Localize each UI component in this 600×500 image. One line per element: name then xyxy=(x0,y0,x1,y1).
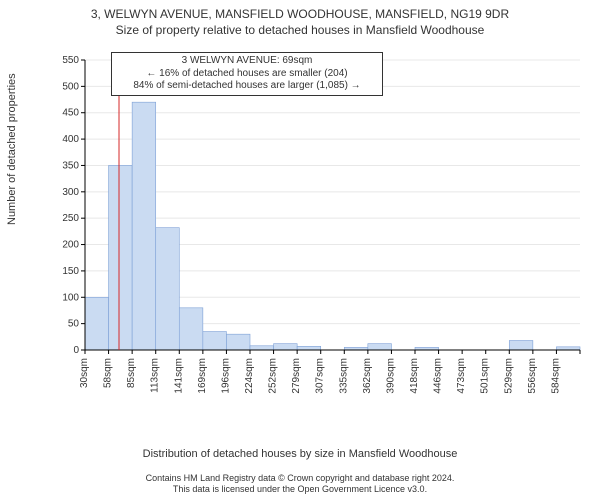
x-tick-label: 196sqm xyxy=(220,358,231,394)
annotation-box: 3 WELWYN AVENUE: 69sqm ← 16% of detached… xyxy=(111,52,383,96)
page-subtitle: Size of property relative to detached ho… xyxy=(0,22,600,38)
x-tick-label: 556sqm xyxy=(527,358,538,394)
x-tick-label: 501sqm xyxy=(480,358,491,394)
histogram-bar xyxy=(368,344,392,350)
page-title: 3, WELWYN AVENUE, MANSFIELD WOODHOUSE, M… xyxy=(0,0,600,22)
y-tick-label: 50 xyxy=(68,319,80,330)
x-tick-label: 446sqm xyxy=(433,358,444,394)
y-tick-label: 250 xyxy=(62,213,79,224)
histogram-bar xyxy=(509,341,533,350)
x-tick-label: 584sqm xyxy=(550,358,561,394)
y-tick-label: 0 xyxy=(73,345,79,356)
x-tick-label: 335sqm xyxy=(338,358,349,394)
histogram-bar xyxy=(179,308,203,350)
histogram-bar xyxy=(203,332,227,350)
chart-container: 3, WELWYN AVENUE, MANSFIELD WOODHOUSE, M… xyxy=(0,0,600,500)
y-tick-label: 350 xyxy=(62,160,79,171)
histogram-bar xyxy=(132,102,156,350)
x-tick-label: 252sqm xyxy=(268,358,279,394)
y-tick-label: 150 xyxy=(62,266,79,277)
x-tick-label: 85sqm xyxy=(126,358,137,388)
plot-wrap: 0 50 100 150 200 250 300 350 400 450 500 550 30sqm 58… xyxy=(55,50,585,400)
x-tick-label: 141sqm xyxy=(173,358,184,394)
y-tick-label: 200 xyxy=(62,240,79,251)
y-tick-label: 450 xyxy=(62,108,79,119)
y-tick-label: 550 xyxy=(62,55,79,66)
histogram-bar xyxy=(297,346,321,350)
x-tick-label: 58sqm xyxy=(103,358,114,388)
x-tick-label: 418sqm xyxy=(409,358,420,394)
x-tick-label: 390sqm xyxy=(385,358,396,394)
histogram-bar xyxy=(156,228,180,350)
x-tick-label: 169sqm xyxy=(197,358,208,394)
annotation-line-3: 84% of semi-detached houses are larger (… xyxy=(118,80,376,93)
y-tick-label: 500 xyxy=(62,81,79,92)
histogram-plot: 0 50 100 150 200 250 300 350 400 450 500 550 30sqm 58… xyxy=(55,50,585,400)
y-tick-label: 300 xyxy=(62,187,79,198)
y-tick-label: 400 xyxy=(62,134,79,145)
x-axis-label: Distribution of detached houses by size … xyxy=(0,448,600,460)
x-tick-label: 30sqm xyxy=(79,358,90,388)
histogram-bar xyxy=(274,344,298,350)
footer-line-2: This data is licensed under the Open Gov… xyxy=(0,484,600,496)
x-tick-label: 279sqm xyxy=(291,358,302,394)
footer: Contains HM Land Registry data © Crown c… xyxy=(0,473,600,496)
histogram-bar xyxy=(85,297,109,350)
x-tick-label: 473sqm xyxy=(456,358,467,394)
annotation-line-1: 3 WELWYN AVENUE: 69sqm xyxy=(118,55,376,68)
histogram-bar xyxy=(226,334,250,350)
histogram-bar xyxy=(250,346,274,350)
footer-line-1: Contains HM Land Registry data © Crown c… xyxy=(0,473,600,485)
x-tick-label: 307sqm xyxy=(315,358,326,394)
x-tick-label: 362sqm xyxy=(362,358,373,394)
y-tick-label: 100 xyxy=(62,292,79,303)
annotation-line-2: ← 16% of detached houses are smaller (20… xyxy=(118,68,376,81)
x-tick-label: 224sqm xyxy=(244,358,255,394)
x-tick-label: 529sqm xyxy=(503,358,514,394)
x-tick-label: 113sqm xyxy=(150,358,161,393)
y-axis-label: Number of detached properties xyxy=(6,73,18,225)
histogram-bar xyxy=(109,165,133,350)
